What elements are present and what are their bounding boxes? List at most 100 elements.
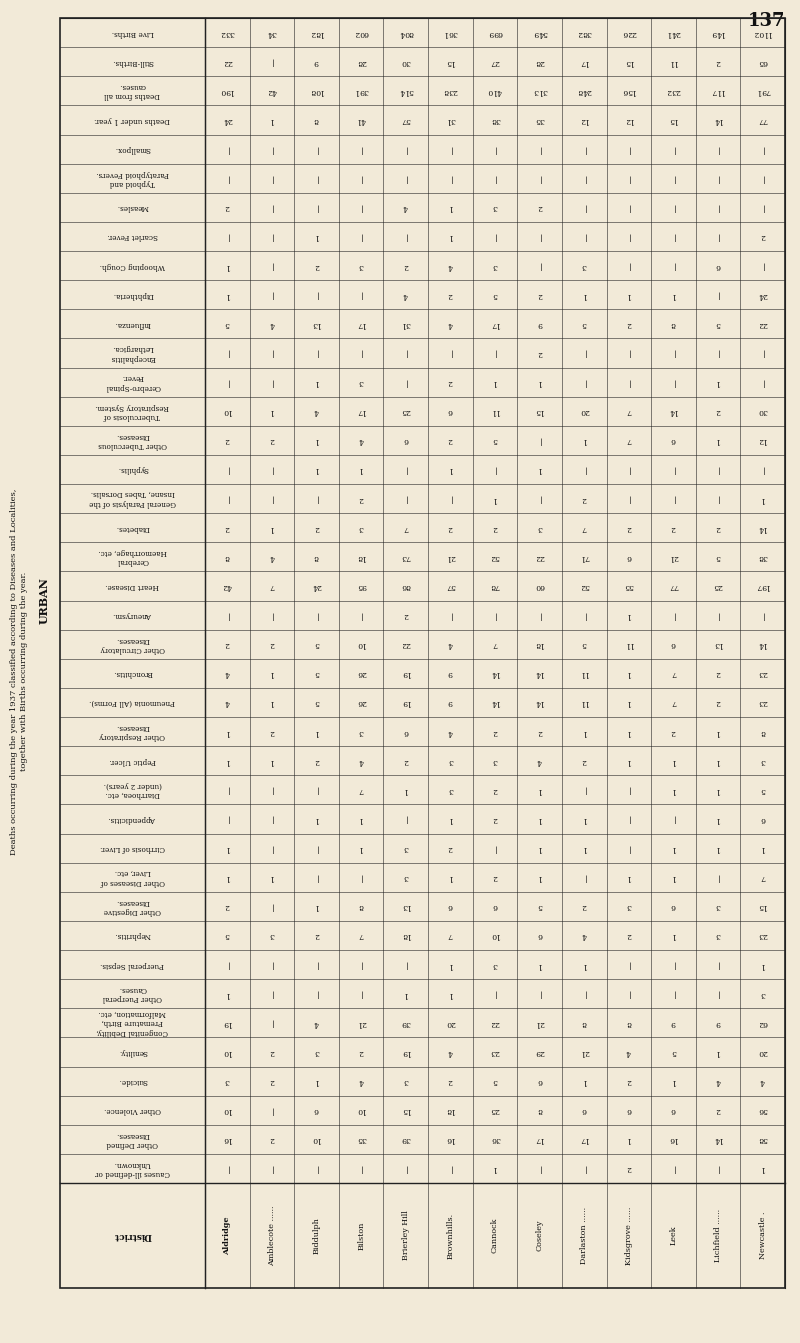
Text: 35: 35 xyxy=(534,115,545,124)
Text: 3: 3 xyxy=(403,843,408,851)
Text: 2: 2 xyxy=(403,611,408,619)
Text: |: | xyxy=(315,611,318,619)
Text: 38: 38 xyxy=(758,553,768,561)
Text: |: | xyxy=(270,466,274,474)
Text: |: | xyxy=(315,494,318,502)
Text: 78: 78 xyxy=(490,582,500,590)
Text: 2: 2 xyxy=(716,58,721,66)
Text: 7: 7 xyxy=(358,932,363,940)
Text: |: | xyxy=(672,175,674,183)
Text: 1: 1 xyxy=(225,873,230,881)
Text: 25: 25 xyxy=(490,1107,500,1115)
Text: |: | xyxy=(494,145,496,153)
Text: 156: 156 xyxy=(622,87,636,95)
Text: Suicide.: Suicide. xyxy=(118,1077,147,1085)
Text: 2: 2 xyxy=(448,1077,453,1085)
Text: 1: 1 xyxy=(716,728,721,736)
Text: |: | xyxy=(360,175,362,183)
Text: Causes ill-defined or
Unknown.: Causes ill-defined or Unknown. xyxy=(95,1160,170,1176)
Text: 4: 4 xyxy=(716,1077,721,1085)
Text: 7: 7 xyxy=(582,524,586,532)
Text: |: | xyxy=(627,175,630,183)
Text: 4: 4 xyxy=(270,553,274,561)
Text: |: | xyxy=(494,349,496,357)
Text: 16: 16 xyxy=(446,1135,455,1143)
Text: |: | xyxy=(627,815,630,823)
Text: |: | xyxy=(405,815,407,823)
Text: 2: 2 xyxy=(626,1077,631,1085)
Text: 8: 8 xyxy=(582,1019,586,1027)
Text: 1: 1 xyxy=(225,843,230,851)
Text: 1: 1 xyxy=(314,436,319,445)
Text: 6: 6 xyxy=(582,1107,586,1115)
Text: |: | xyxy=(672,1164,674,1172)
Text: 4: 4 xyxy=(448,262,453,270)
Text: 4: 4 xyxy=(314,407,319,415)
Text: 18: 18 xyxy=(401,932,410,940)
Text: Scarlet Fever.: Scarlet Fever. xyxy=(107,232,158,240)
Text: 1: 1 xyxy=(582,960,586,968)
Text: 17: 17 xyxy=(356,320,366,328)
Text: 4: 4 xyxy=(270,320,274,328)
Text: |: | xyxy=(672,611,674,619)
Text: 24: 24 xyxy=(758,290,767,298)
Text: 2: 2 xyxy=(225,524,230,532)
Text: |: | xyxy=(672,349,674,357)
Text: 3: 3 xyxy=(358,728,364,736)
Text: 4: 4 xyxy=(225,669,230,677)
Text: 2: 2 xyxy=(493,786,498,794)
Text: 1: 1 xyxy=(716,756,721,764)
Text: 1: 1 xyxy=(582,436,586,445)
Text: 549: 549 xyxy=(532,28,547,36)
Text: 3: 3 xyxy=(493,960,498,968)
Text: 3: 3 xyxy=(493,756,498,764)
Text: |: | xyxy=(226,232,229,240)
Text: 3: 3 xyxy=(760,756,765,764)
Text: 2: 2 xyxy=(493,815,498,823)
Text: 1: 1 xyxy=(537,815,542,823)
Text: 1: 1 xyxy=(493,1164,498,1172)
Text: 30: 30 xyxy=(758,407,768,415)
Text: 5: 5 xyxy=(493,290,498,298)
Text: 10: 10 xyxy=(222,1048,232,1056)
Text: |: | xyxy=(360,1164,362,1172)
Text: 73: 73 xyxy=(401,553,410,561)
Text: 25: 25 xyxy=(401,407,410,415)
Text: |: | xyxy=(717,960,719,968)
Text: |: | xyxy=(583,786,586,794)
Text: 4: 4 xyxy=(448,1048,453,1056)
Text: 13: 13 xyxy=(401,902,410,911)
Text: 1: 1 xyxy=(358,466,363,474)
Text: 10: 10 xyxy=(312,1135,322,1143)
Text: |: | xyxy=(538,175,541,183)
Text: 17: 17 xyxy=(534,1135,545,1143)
Text: Diphtheria.: Diphtheria. xyxy=(112,290,153,298)
Text: 3: 3 xyxy=(493,262,498,270)
Text: 1: 1 xyxy=(358,815,363,823)
Text: |: | xyxy=(270,990,274,998)
Text: Other Defined
Diseases.: Other Defined Diseases. xyxy=(106,1131,158,1148)
Text: |: | xyxy=(449,175,452,183)
Text: Coseley: Coseley xyxy=(536,1219,544,1252)
Text: 5: 5 xyxy=(716,553,721,561)
Text: |: | xyxy=(449,1164,452,1172)
Text: |: | xyxy=(270,815,274,823)
Text: |: | xyxy=(405,1164,407,1172)
Text: 18: 18 xyxy=(534,641,545,649)
Text: 4: 4 xyxy=(314,1019,319,1027)
Text: |: | xyxy=(315,843,318,851)
Text: |: | xyxy=(315,786,318,794)
Text: 1: 1 xyxy=(582,290,586,298)
Text: |: | xyxy=(717,203,719,211)
Text: |: | xyxy=(583,232,586,240)
Text: |: | xyxy=(360,145,362,153)
Text: 3: 3 xyxy=(314,1048,319,1056)
Text: 28: 28 xyxy=(356,58,366,66)
Text: 17: 17 xyxy=(579,58,589,66)
Text: 10: 10 xyxy=(490,932,500,940)
Text: 1: 1 xyxy=(716,379,721,385)
Text: |: | xyxy=(449,145,452,153)
Text: 2: 2 xyxy=(270,641,274,649)
Text: Kidsgrove ......: Kidsgrove ...... xyxy=(625,1206,633,1265)
Text: 4: 4 xyxy=(448,728,453,736)
